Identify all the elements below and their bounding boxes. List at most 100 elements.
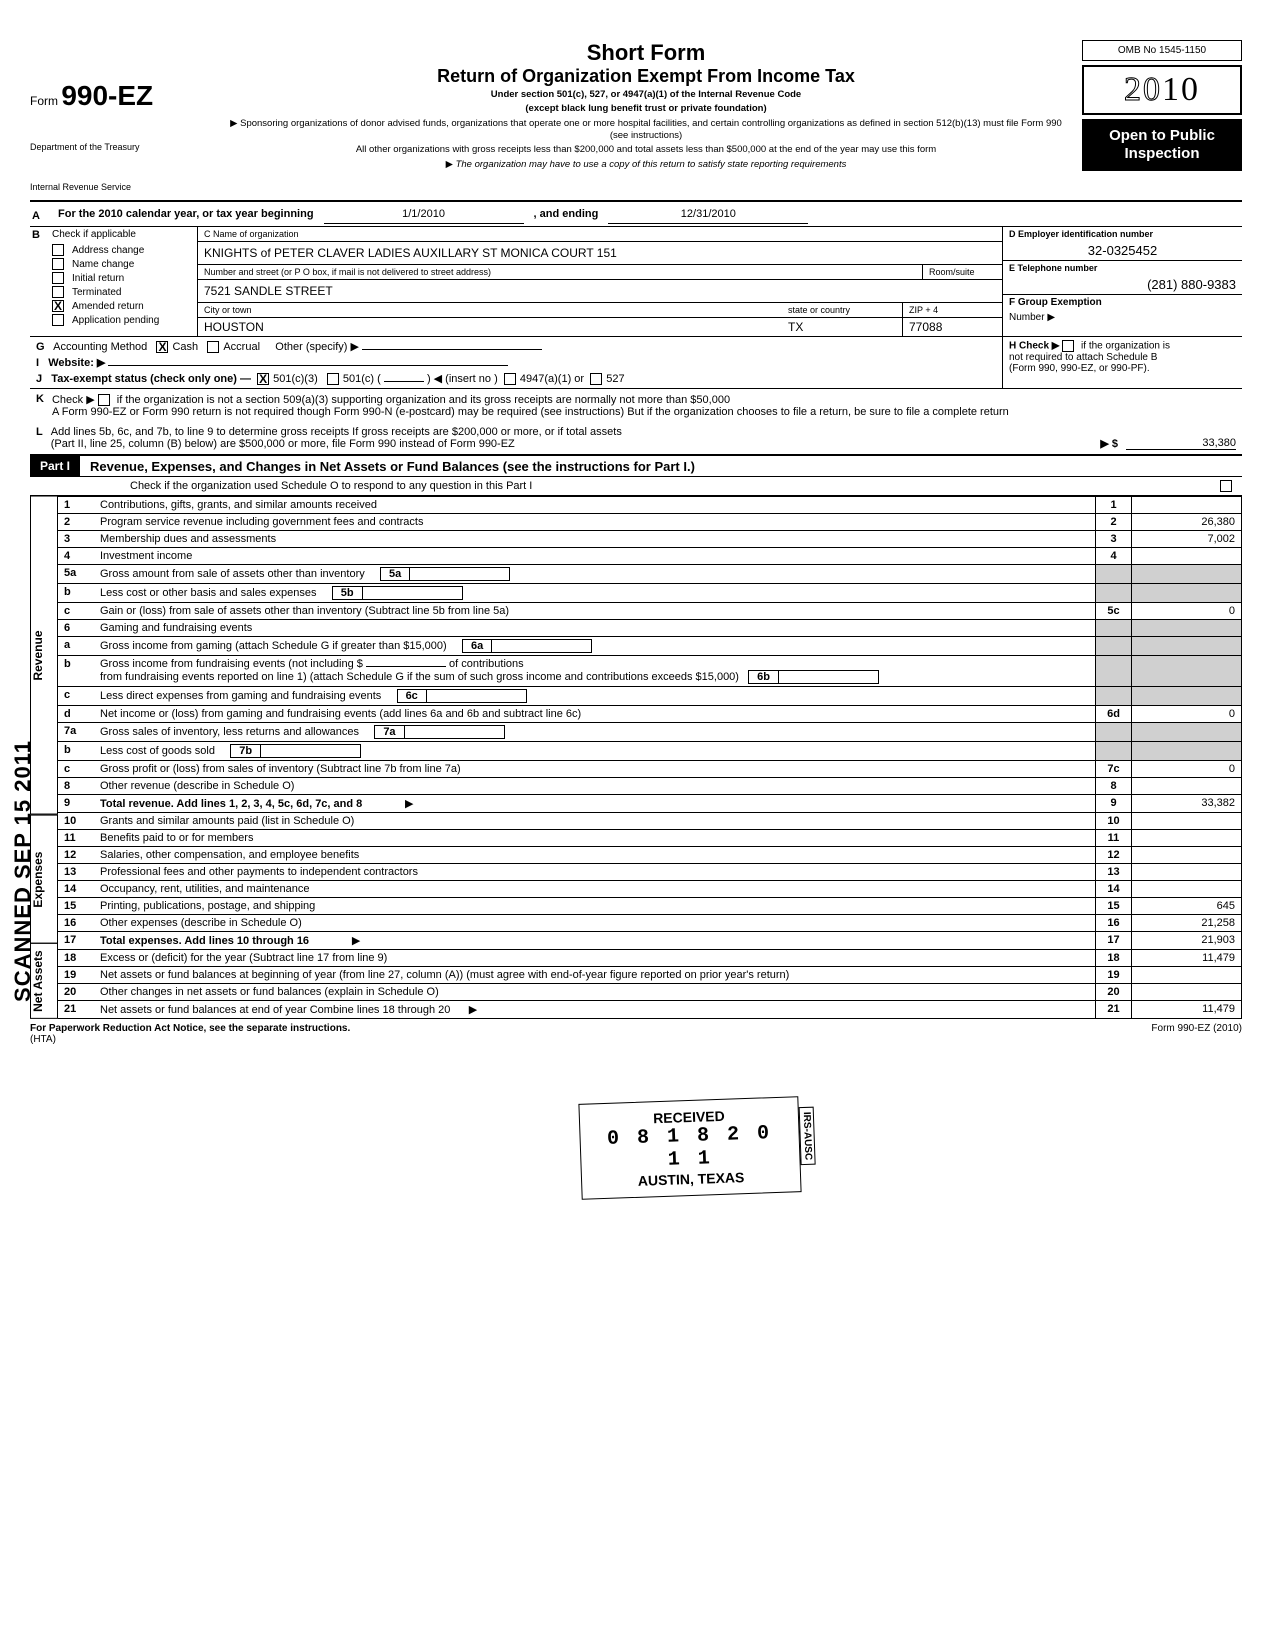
lbl-501c3: 501(c)(3) [273, 373, 318, 385]
lbl-accrual: Accrual [223, 341, 260, 353]
label-g: G [36, 341, 45, 353]
form-id-block: Form 990-EZ Department of the Treasury I… [30, 40, 210, 192]
ein-value: 32-0325452 [1003, 241, 1242, 261]
opt-address: Address change [72, 245, 144, 256]
footer-hta: (HTA) [30, 1034, 56, 1045]
lbl-501c: 501(c) ( [343, 373, 381, 385]
note-copy: The organization may have to use a copy … [456, 159, 847, 170]
label-l: L [36, 426, 43, 450]
chk-527[interactable] [590, 373, 602, 385]
label-i: I [36, 357, 39, 369]
chk-accrual[interactable] [207, 341, 219, 353]
received-stamp: RECEIVED 0 8 1 8 2 0 1 1 AUSTIN, TEXAS I… [578, 1096, 801, 1200]
phone-value: (281) 880-9383 [1003, 275, 1242, 295]
label-h: H Check ▶ [1009, 341, 1059, 352]
label-e: E Telephone number [1003, 261, 1242, 275]
section-gijh: G Accounting Method Cash Accrual Other (… [30, 336, 1242, 389]
state-value: TX [782, 318, 902, 336]
chk-app-pending[interactable] [52, 314, 64, 326]
lbl-4947: 4947(a)(1) or [520, 373, 584, 385]
chk-k[interactable] [98, 394, 110, 406]
side-expenses: Expenses [30, 815, 58, 944]
lbl-other: Other (specify) ▶ [275, 341, 359, 353]
title-short-form: Short Form [220, 40, 1072, 66]
year-suffix: 10 [1162, 71, 1200, 108]
chk-address-change[interactable] [52, 244, 64, 256]
h-text3: (Form 990, 990-EZ, or 990-PF). [1009, 363, 1236, 374]
l-arrow: ▶ $ [1058, 437, 1118, 450]
opt-name: Name change [72, 259, 134, 270]
city-value: HOUSTON [198, 318, 782, 336]
year-prefix: 20 [1124, 71, 1162, 108]
chk-terminated[interactable] [52, 286, 64, 298]
footer-left: For Paperwork Reduction Act Notice, see … [30, 1023, 350, 1034]
stamp-date: 0 8 1 8 2 0 1 1 [592, 1122, 787, 1175]
website-label: Website: ▶ [48, 357, 105, 369]
zip-label: ZIP + 4 [902, 303, 1002, 317]
part1-label: Part I [30, 456, 80, 476]
state-label: state or country [782, 303, 902, 317]
chk-name-change[interactable] [52, 258, 64, 270]
l-text2: (Part II, line 25, column (B) below) are… [51, 438, 515, 450]
section-k: K Check ▶ if the organization is not a s… [30, 389, 1242, 422]
label-f: F Group Exemption [1003, 295, 1242, 310]
part1-check-text: Check if the organization used Schedule … [130, 480, 1220, 492]
k-text2: if the organization is not a section 509… [117, 394, 730, 406]
note-other-orgs: All other organizations with gross recei… [356, 144, 936, 155]
org-name: KNIGHTS of PETER CLAVER LADIES AUXILLARY… [198, 242, 1002, 265]
title-block: Short Form Return of Organization Exempt… [220, 40, 1072, 173]
chk-initial[interactable] [52, 272, 64, 284]
opt-terminated: Terminated [72, 287, 121, 298]
dept-irs: Internal Revenue Service [30, 182, 210, 192]
subtitle-code: Under section 501(c), 527, or 4947(a)(1)… [491, 89, 801, 100]
label-b: B [30, 227, 48, 336]
tax-status-label: Tax-exempt status (check only one) — [51, 373, 251, 385]
label-c: C Name of organization [198, 227, 1002, 242]
lines-table: 1Contributions, gifts, grants, and simil… [58, 496, 1242, 1019]
part1-header: Part I Revenue, Expenses, and Changes in… [30, 456, 1242, 477]
street-label: Number and street (or P O box, if mail i… [198, 265, 922, 279]
h-text1: if the organization is [1081, 341, 1170, 352]
form-number: 990-EZ [61, 80, 153, 111]
city-label: City or town [198, 303, 782, 317]
title-return: Return of Organization Exempt From Incom… [220, 66, 1072, 87]
part1-title: Revenue, Expenses, and Changes in Net As… [80, 459, 695, 474]
chk-cash[interactable] [156, 341, 168, 353]
omb-number: OMB No 1545-1150 [1082, 40, 1242, 61]
a-begin: 1/1/2010 [324, 208, 524, 224]
a-text: For the 2010 calendar year, or tax year … [58, 208, 314, 220]
footer: For Paperwork Reduction Act Notice, see … [30, 1023, 1242, 1045]
l-amount: 33,380 [1126, 437, 1236, 450]
lbl-insert: ) ◀ (insert no ) [427, 373, 498, 385]
section-a: A For the 2010 calendar year, or tax yea… [30, 206, 1242, 226]
opt-initial: Initial return [72, 273, 124, 284]
footer-right: Form 990-EZ (2010) [1151, 1023, 1242, 1045]
opt-pending: Application pending [72, 315, 159, 326]
part1-check-row: Check if the organization used Schedule … [30, 477, 1242, 496]
chk-part1-scho[interactable] [1220, 480, 1232, 492]
a-mid: , and ending [534, 208, 599, 220]
label-k: K [36, 393, 44, 418]
chk-4947[interactable] [504, 373, 516, 385]
tax-year-box: 2010 [1082, 65, 1242, 115]
label-j: J [36, 373, 42, 385]
dept-treasury: Department of the Treasury [30, 142, 210, 152]
check-if-applicable: Check if applicable [52, 229, 193, 240]
side-netassets: Net Assets [30, 943, 58, 1019]
chk-501c[interactable] [327, 373, 339, 385]
chk-501c3[interactable] [257, 373, 269, 385]
lines-table-wrap: Revenue Expenses Net Assets 1Contributio… [30, 496, 1242, 1019]
label-d: D Employer identification number [1003, 227, 1242, 241]
stamp-side: IRS-AUSC [799, 1107, 816, 1166]
k-text3: A Form 990-EZ or Form 990 return is not … [52, 406, 1009, 418]
chk-h[interactable] [1062, 340, 1074, 352]
a-end: 12/31/2010 [608, 208, 808, 224]
label-a: A [30, 208, 48, 224]
chk-amended[interactable] [52, 300, 64, 312]
lbl-cash: Cash [172, 341, 198, 353]
open-to-public: Open to Public Inspection [1082, 119, 1242, 171]
section-bcdef: B Check if applicable Address change Nam… [30, 226, 1242, 336]
l-text1: Add lines 5b, 6c, and 7b, to line 9 to d… [51, 426, 622, 438]
zip-value: 77088 [902, 318, 1002, 336]
k-check: Check ▶ [52, 394, 95, 406]
